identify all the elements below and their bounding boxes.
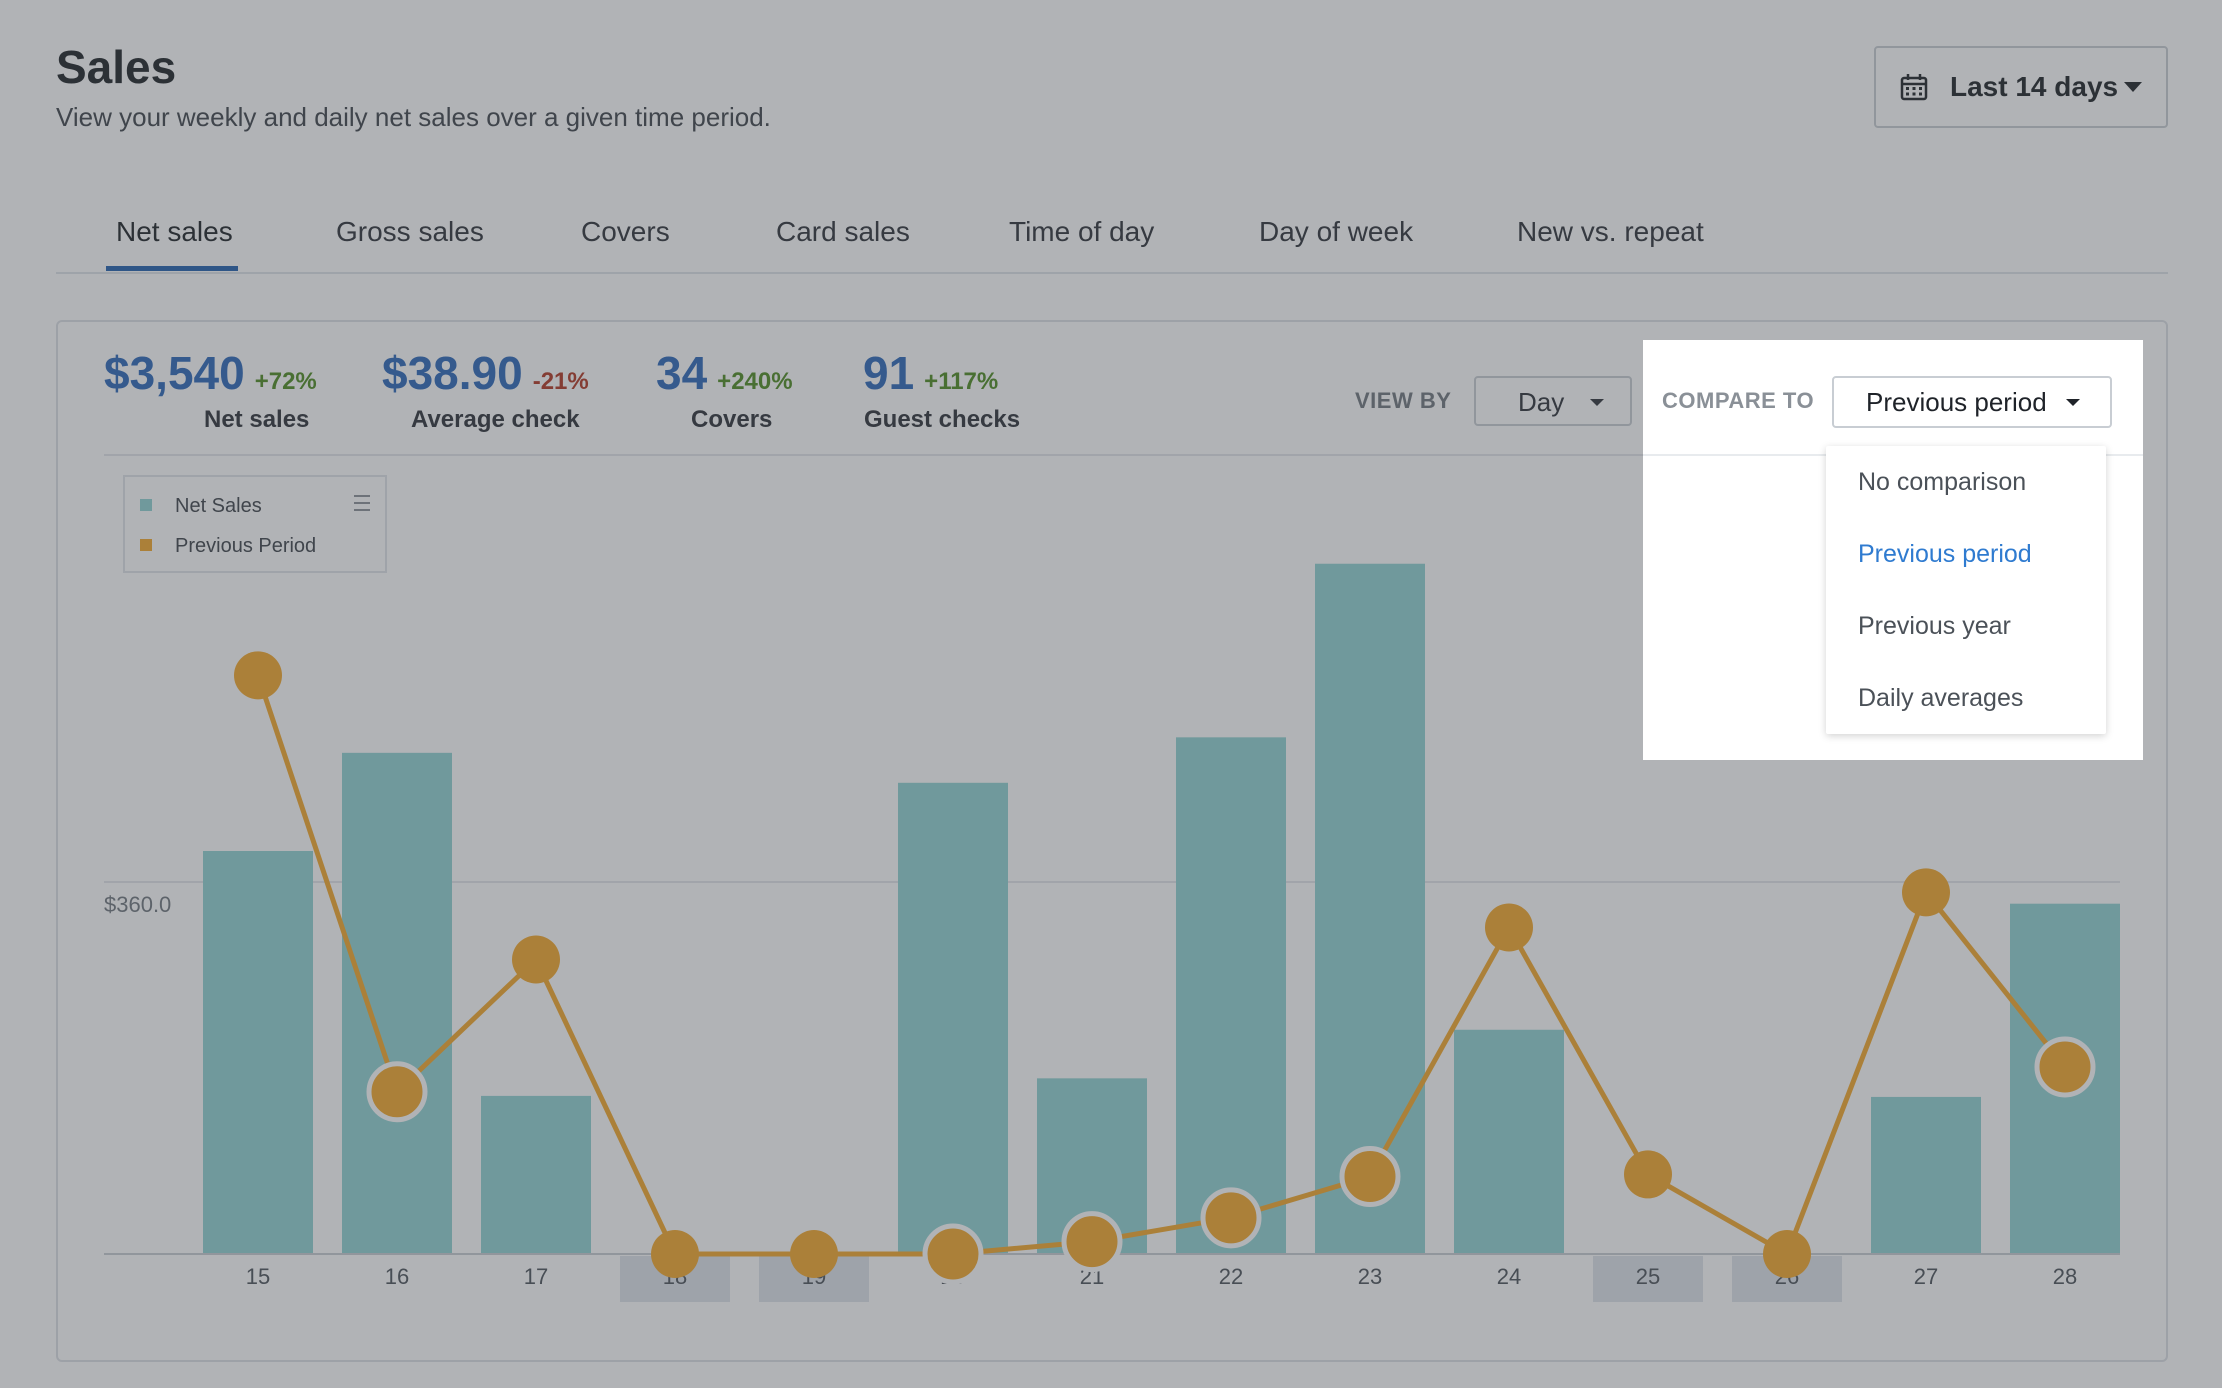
metric-value: 91 [863,347,915,399]
x-tick-label: 28 [2053,1264,2077,1289]
bar [1871,1096,1981,1254]
date-range-button[interactable]: Last 14 days [1874,46,2168,128]
x-tick-label: 23 [1358,1264,1382,1289]
chart-legend [123,475,387,573]
tab-time-of-day[interactable]: Time of day [1009,216,1155,247]
compare-to-label: COMPARE TO [1662,388,1815,413]
previous-period-line [255,674,2067,1257]
view-by-label: VIEW BY [1355,388,1452,413]
previous-period-point [790,1230,838,1278]
menu-item-no-comparison[interactable]: No comparison [1858,468,2027,496]
metric-label: Net sales [204,406,310,433]
tab-card-sales[interactable]: Card sales [776,216,910,247]
chevron-down-icon [2066,399,2080,406]
view-by-select[interactable]: Day [1474,376,1632,426]
previous-period-point [1485,903,1533,952]
view-by-value: Day [1518,387,1565,417]
page-subtitle: View your weekly and daily net sales ove… [56,102,771,132]
previous-period-point [1902,868,1950,917]
y-tick-label: $360.0 [104,892,171,917]
tab-covers[interactable]: Covers [581,216,670,247]
tab-net-sales[interactable]: Net sales [116,216,233,247]
menu-item-previous-period[interactable]: Previous period [1858,540,2032,568]
chevron-down-icon [1590,399,1604,406]
previous-period-point [1339,1146,1401,1207]
previous-period-point [922,1223,984,1285]
metric-value: 34 [656,347,708,399]
page-title: Sales [56,41,177,93]
previous-period-point [1061,1211,1123,1273]
metric-average-check: $38.90 -21% Average check [382,346,589,433]
legend-swatch [140,499,152,511]
previous-period-point [1763,1230,1811,1278]
previous-period-point [366,1061,428,1123]
bar [1315,563,1425,1254]
metric-net-sales: $3,540 +72% Net sales [104,346,317,433]
bar [342,752,452,1254]
legend-label: Net Sales [175,495,262,517]
previous-period-point [1200,1187,1262,1249]
chevron-down-icon [2124,82,2142,92]
metrics-divider [104,454,2120,456]
metric-change: -21% [532,368,589,395]
menu-item-daily-averages[interactable]: Daily averages [1858,684,2024,712]
category-highlight [1593,1256,1703,1302]
previous-period-point [512,935,560,984]
x-tick-label: 17 [524,1264,548,1289]
metric-label: Covers [691,406,773,433]
metric-label: Guest checks [864,406,1021,433]
bar [1454,1029,1564,1254]
metric-covers: 34 +240% Covers [656,346,793,433]
metric-value: $3,540 [104,347,245,399]
compare-dropdown-menu: No comparison Previous period Previous y… [1826,446,2106,734]
metric-label: Average check [411,406,580,433]
active-tab-indicator [106,266,238,271]
tab-gross-sales[interactable]: Gross sales [336,216,484,247]
bar [203,851,313,1254]
x-tick-label: 27 [1914,1264,1938,1289]
menu-item-previous-year[interactable]: Previous year [1858,612,2011,640]
bar [481,1095,591,1254]
date-range-label: Last 14 days [1950,71,2119,102]
previous-period-point [2034,1036,2096,1098]
sales-tabs: Net sales Gross sales Covers Card sales … [56,196,2168,274]
metric-change: +72% [254,368,317,395]
x-tick-label: 24 [1497,1264,1521,1289]
compare-to-value: Previous period [1866,387,2047,417]
legend-label: Previous Period [175,535,316,557]
bar [898,782,1008,1254]
x-tick-label: 15 [246,1264,270,1289]
previous-period-point [1624,1150,1672,1199]
x-tick-label: 25 [1636,1264,1660,1289]
bar [1176,737,1286,1254]
tab-new-vs-repeat[interactable]: New vs. repeat [1517,216,1704,247]
previous-period-point [651,1230,699,1278]
previous-period-point [234,651,282,700]
tab-day-of-week[interactable]: Day of week [1259,216,1414,247]
legend-swatch [140,539,152,551]
x-tick-label: 22 [1219,1264,1243,1289]
metric-guest-checks: 91 +117% Guest checks [863,346,1020,433]
x-tick-label: 16 [385,1264,409,1289]
metric-change: +117% [924,368,999,395]
calendar-icon [1900,74,1928,101]
metric-value: $38.90 [382,347,523,399]
compare-to-select[interactable]: Previous period [1832,376,2112,428]
metric-change: +240% [717,368,793,395]
